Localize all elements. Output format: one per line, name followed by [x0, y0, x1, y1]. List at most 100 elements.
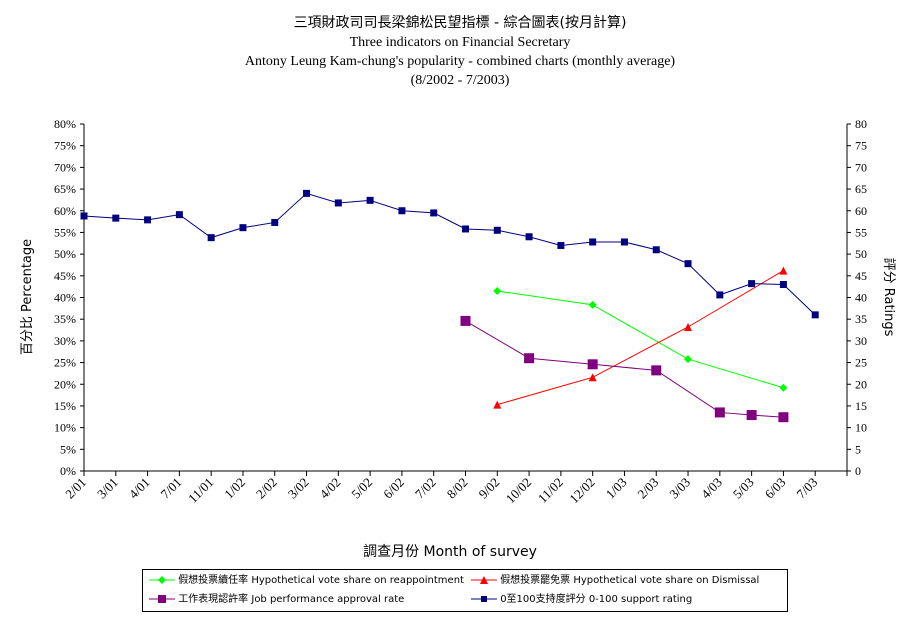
data-point-square-small [779, 280, 787, 288]
data-point-square-small [811, 311, 819, 319]
y-tick-right-label: 65 [855, 182, 867, 196]
x-tick-label: 8/02 [444, 475, 471, 502]
data-point-square [746, 410, 757, 421]
y-tick-right-label: 25 [855, 356, 867, 370]
x-tick-label: 2/03 [634, 475, 661, 502]
x-tick-label: 6/02 [380, 475, 407, 502]
x-tick-label: 7/01 [158, 475, 185, 502]
data-point-triangle [684, 322, 693, 331]
chart-subtitle-3: (8/2002 - 7/2003) [410, 73, 510, 88]
series-line-3 [83, 192, 816, 316]
data-point-square-small [112, 214, 120, 222]
y-tick-left-label: 60% [54, 204, 76, 218]
y-tick-left-label: 25% [54, 356, 76, 370]
x-tick-label: 10/02 [503, 475, 535, 507]
y-tick-left-label: 15% [54, 399, 76, 413]
y-tick-right-label: 15 [855, 399, 867, 413]
x-tick-label: 9/02 [475, 475, 502, 502]
y-tick-left-label: 10% [54, 421, 76, 435]
chart-axes: 0% 5% 10% 15% 20% 25% 30% 35% 40% 45% 50% 55% 60% 65%… [54, 117, 867, 506]
legend-label-support-rating: 0至100支持度評分 0-100 support rating [500, 594, 693, 605]
y-tick-left-label: 40% [54, 291, 76, 305]
x-tick-label: 4/03 [698, 475, 725, 502]
data-point-square-small [748, 280, 756, 288]
data-point-square [524, 353, 535, 364]
y-tick-left-label: 5% [60, 442, 76, 456]
legend-label-job-approval: 工作表現認許率 Job performance approval rate [178, 594, 405, 605]
chart-legend: 假想投票續任率 Hypothetical vote share on reapp… [142, 569, 788, 612]
data-point-square [714, 407, 725, 418]
legend-item-job-approval: 工作表現認許率 Job performance approval rate [149, 593, 404, 606]
y-tick-left-label: 50% [54, 247, 76, 261]
series-1 [493, 266, 788, 409]
legend-label-reappointment: 假想投票續任率 Hypothetical vote share on reapp… [178, 575, 464, 586]
series-line-2 [465, 320, 784, 418]
y-tick-left-label: 65% [54, 182, 76, 196]
y-tick-left-label: 55% [54, 225, 76, 239]
series-layer [80, 189, 819, 423]
legend-item-support-rating: 0至100支持度評分 0-100 support rating [471, 593, 692, 606]
y-tick-left-label: 70% [54, 160, 76, 174]
y-tick-right-label: 55 [855, 225, 867, 239]
data-point-diamond [588, 300, 597, 309]
data-point-diamond [779, 383, 788, 392]
data-point-triangle [779, 266, 788, 275]
data-point-square-small [334, 199, 342, 207]
legend-marker-dismissal [471, 576, 497, 584]
y-axis-label-right: 評分 Ratings [881, 258, 896, 337]
data-point-square-small [525, 233, 533, 241]
data-point-square [651, 365, 662, 376]
x-tick-label: 12/02 [566, 475, 598, 507]
legend-item-dismissal: 假想投票罷免票 Hypothetical vote share on Dismi… [471, 574, 759, 587]
data-point-diamond [493, 286, 502, 295]
x-tick-label: 11/02 [535, 475, 566, 506]
y-tick-left-label: 80% [54, 117, 76, 131]
data-point-square-small [366, 196, 374, 204]
legend-marker-job-approval [149, 595, 175, 603]
y-tick-right-label: 10 [855, 421, 867, 435]
y-tick-right-label: 50 [855, 247, 867, 261]
y-tick-left-label: 75% [54, 139, 76, 153]
data-point-square-small [684, 260, 692, 268]
data-point-square-small [716, 291, 724, 299]
data-point-square-small [207, 234, 215, 242]
data-point-triangle [588, 373, 597, 382]
data-point-square [587, 359, 598, 370]
x-tick-label: 4/02 [316, 475, 343, 502]
y-tick-right-label: 35 [855, 312, 867, 326]
data-point-square-small [303, 189, 311, 197]
data-point-square [778, 412, 789, 423]
data-point-square-small [430, 209, 438, 217]
legend-label-dismissal: 假想投票罷免票 Hypothetical vote share on Dismi… [500, 575, 760, 586]
series-line-0 [497, 290, 784, 389]
x-tick-label: 7/03 [793, 475, 820, 502]
series-2 [460, 315, 789, 423]
chart-subtitle-1: Three indicators on Financial Secretary [349, 35, 571, 50]
x-tick-label: 7/02 [412, 475, 439, 502]
x-tick-label: 5/03 [730, 475, 757, 502]
x-tick-label: 6/03 [762, 475, 789, 502]
y-tick-right-label: 75 [855, 139, 867, 153]
x-tick-label: 3/01 [94, 475, 121, 502]
y-axis-label-left: 百分比 Percentage [20, 239, 35, 355]
x-tick-label: 2/02 [253, 475, 280, 502]
x-tick-label: 1/02 [221, 475, 248, 502]
legend-marker-reappointment [149, 576, 175, 584]
x-tick-label: 3/02 [285, 475, 312, 502]
y-tick-left-label: 35% [54, 312, 76, 326]
y-tick-right-label: 60 [855, 204, 867, 218]
legend-item-reappointment: 假想投票續任率 Hypothetical vote share on reapp… [149, 574, 464, 587]
y-tick-right-label: 40 [855, 291, 867, 305]
x-tick-label: 1/03 [603, 475, 630, 502]
chart-subtitle-2: Antony Leung Kam-chung's popularity - co… [244, 54, 676, 69]
data-point-square-small [80, 212, 88, 220]
x-axis-label: 調查月份 Month of survey [363, 544, 537, 560]
y-tick-left-label: 45% [54, 269, 76, 283]
y-tick-right-label: 0 [855, 464, 861, 478]
y-tick-right-label: 30 [855, 334, 867, 348]
data-point-square-small [175, 211, 183, 219]
y-tick-right-label: 70 [855, 160, 867, 174]
data-point-square-small [144, 216, 152, 224]
data-point-square [460, 315, 471, 326]
chart-titles: 三項財政司司長梁錦松民望指標 - 綜合圖表(按月計算) Three indica… [0, 14, 909, 90]
